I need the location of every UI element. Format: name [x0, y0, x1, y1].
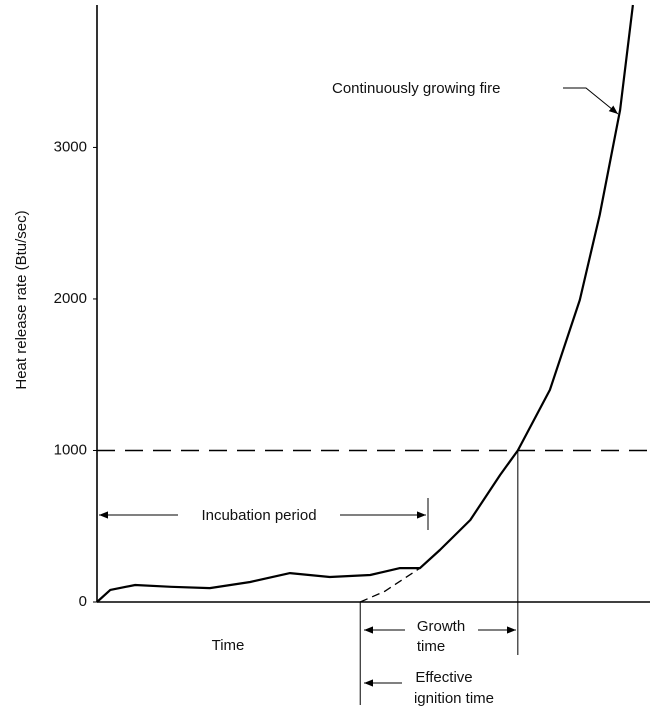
- x-axis-label: Time: [212, 637, 245, 654]
- annotation: Effective: [415, 669, 472, 686]
- annotation: Continuously growing fire: [332, 80, 500, 97]
- y-tick-label: 3000: [54, 138, 87, 155]
- line: [359, 567, 421, 603]
- arrow: [563, 87, 619, 115]
- annotation: time: [417, 638, 445, 655]
- annotation: Growth: [417, 618, 465, 635]
- y-tick-label: 1000: [54, 441, 87, 458]
- y-axis-label: Heat release rate (Btu/sec): [13, 210, 30, 389]
- annotation: ignition time: [414, 690, 494, 707]
- y-tick-label: 2000: [54, 290, 87, 307]
- annotation: Incubation period: [201, 507, 316, 524]
- y-tick-label: 0: [79, 593, 87, 610]
- line: [96, 4, 634, 603]
